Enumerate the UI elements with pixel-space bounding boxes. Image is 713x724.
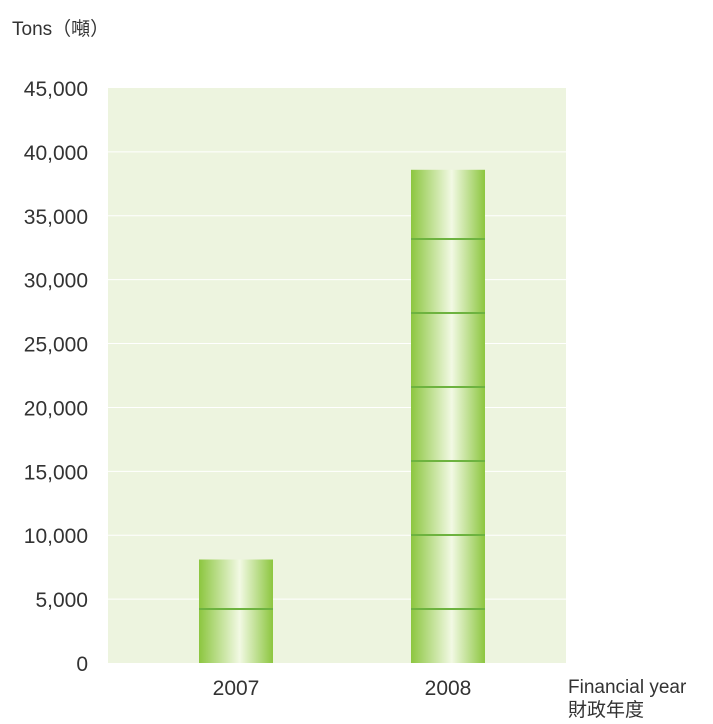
plot-area bbox=[108, 88, 566, 663]
bars bbox=[199, 169, 485, 663]
y-tick-label: 5,000 bbox=[35, 589, 88, 612]
x-axis-label-en: Financial year bbox=[568, 677, 687, 698]
x-axis-label: Financial year 財政年度 bbox=[568, 676, 686, 722]
y-tick-label: 25,000 bbox=[24, 334, 88, 357]
x-tick-label: 2007 bbox=[213, 677, 260, 700]
y-tick-label: 20,000 bbox=[24, 397, 88, 420]
y-tick-label: 0 bbox=[76, 653, 88, 676]
x-axis-label-zh: 財政年度 bbox=[568, 700, 645, 721]
grid-lines bbox=[108, 151, 566, 600]
bar-2007 bbox=[199, 559, 273, 663]
bar-2008 bbox=[411, 169, 485, 663]
y-tick-label: 30,000 bbox=[24, 270, 88, 293]
y-tick-label: 45,000 bbox=[24, 78, 88, 101]
x-tick-label: 2008 bbox=[425, 677, 472, 700]
y-tick-labels: 0 5,000 10,000 15,000 20,000 25,000 30,000 35,0… bbox=[24, 78, 88, 676]
y-tick-label: 10,000 bbox=[24, 525, 88, 548]
x-tick-labels: 2007 2008 bbox=[213, 677, 472, 700]
y-axis-label: Tons（噸） bbox=[12, 19, 110, 40]
y-tick-label: 35,000 bbox=[24, 206, 88, 229]
y-tick-label: 15,000 bbox=[24, 461, 88, 484]
y-tick-label: 40,000 bbox=[24, 142, 88, 165]
